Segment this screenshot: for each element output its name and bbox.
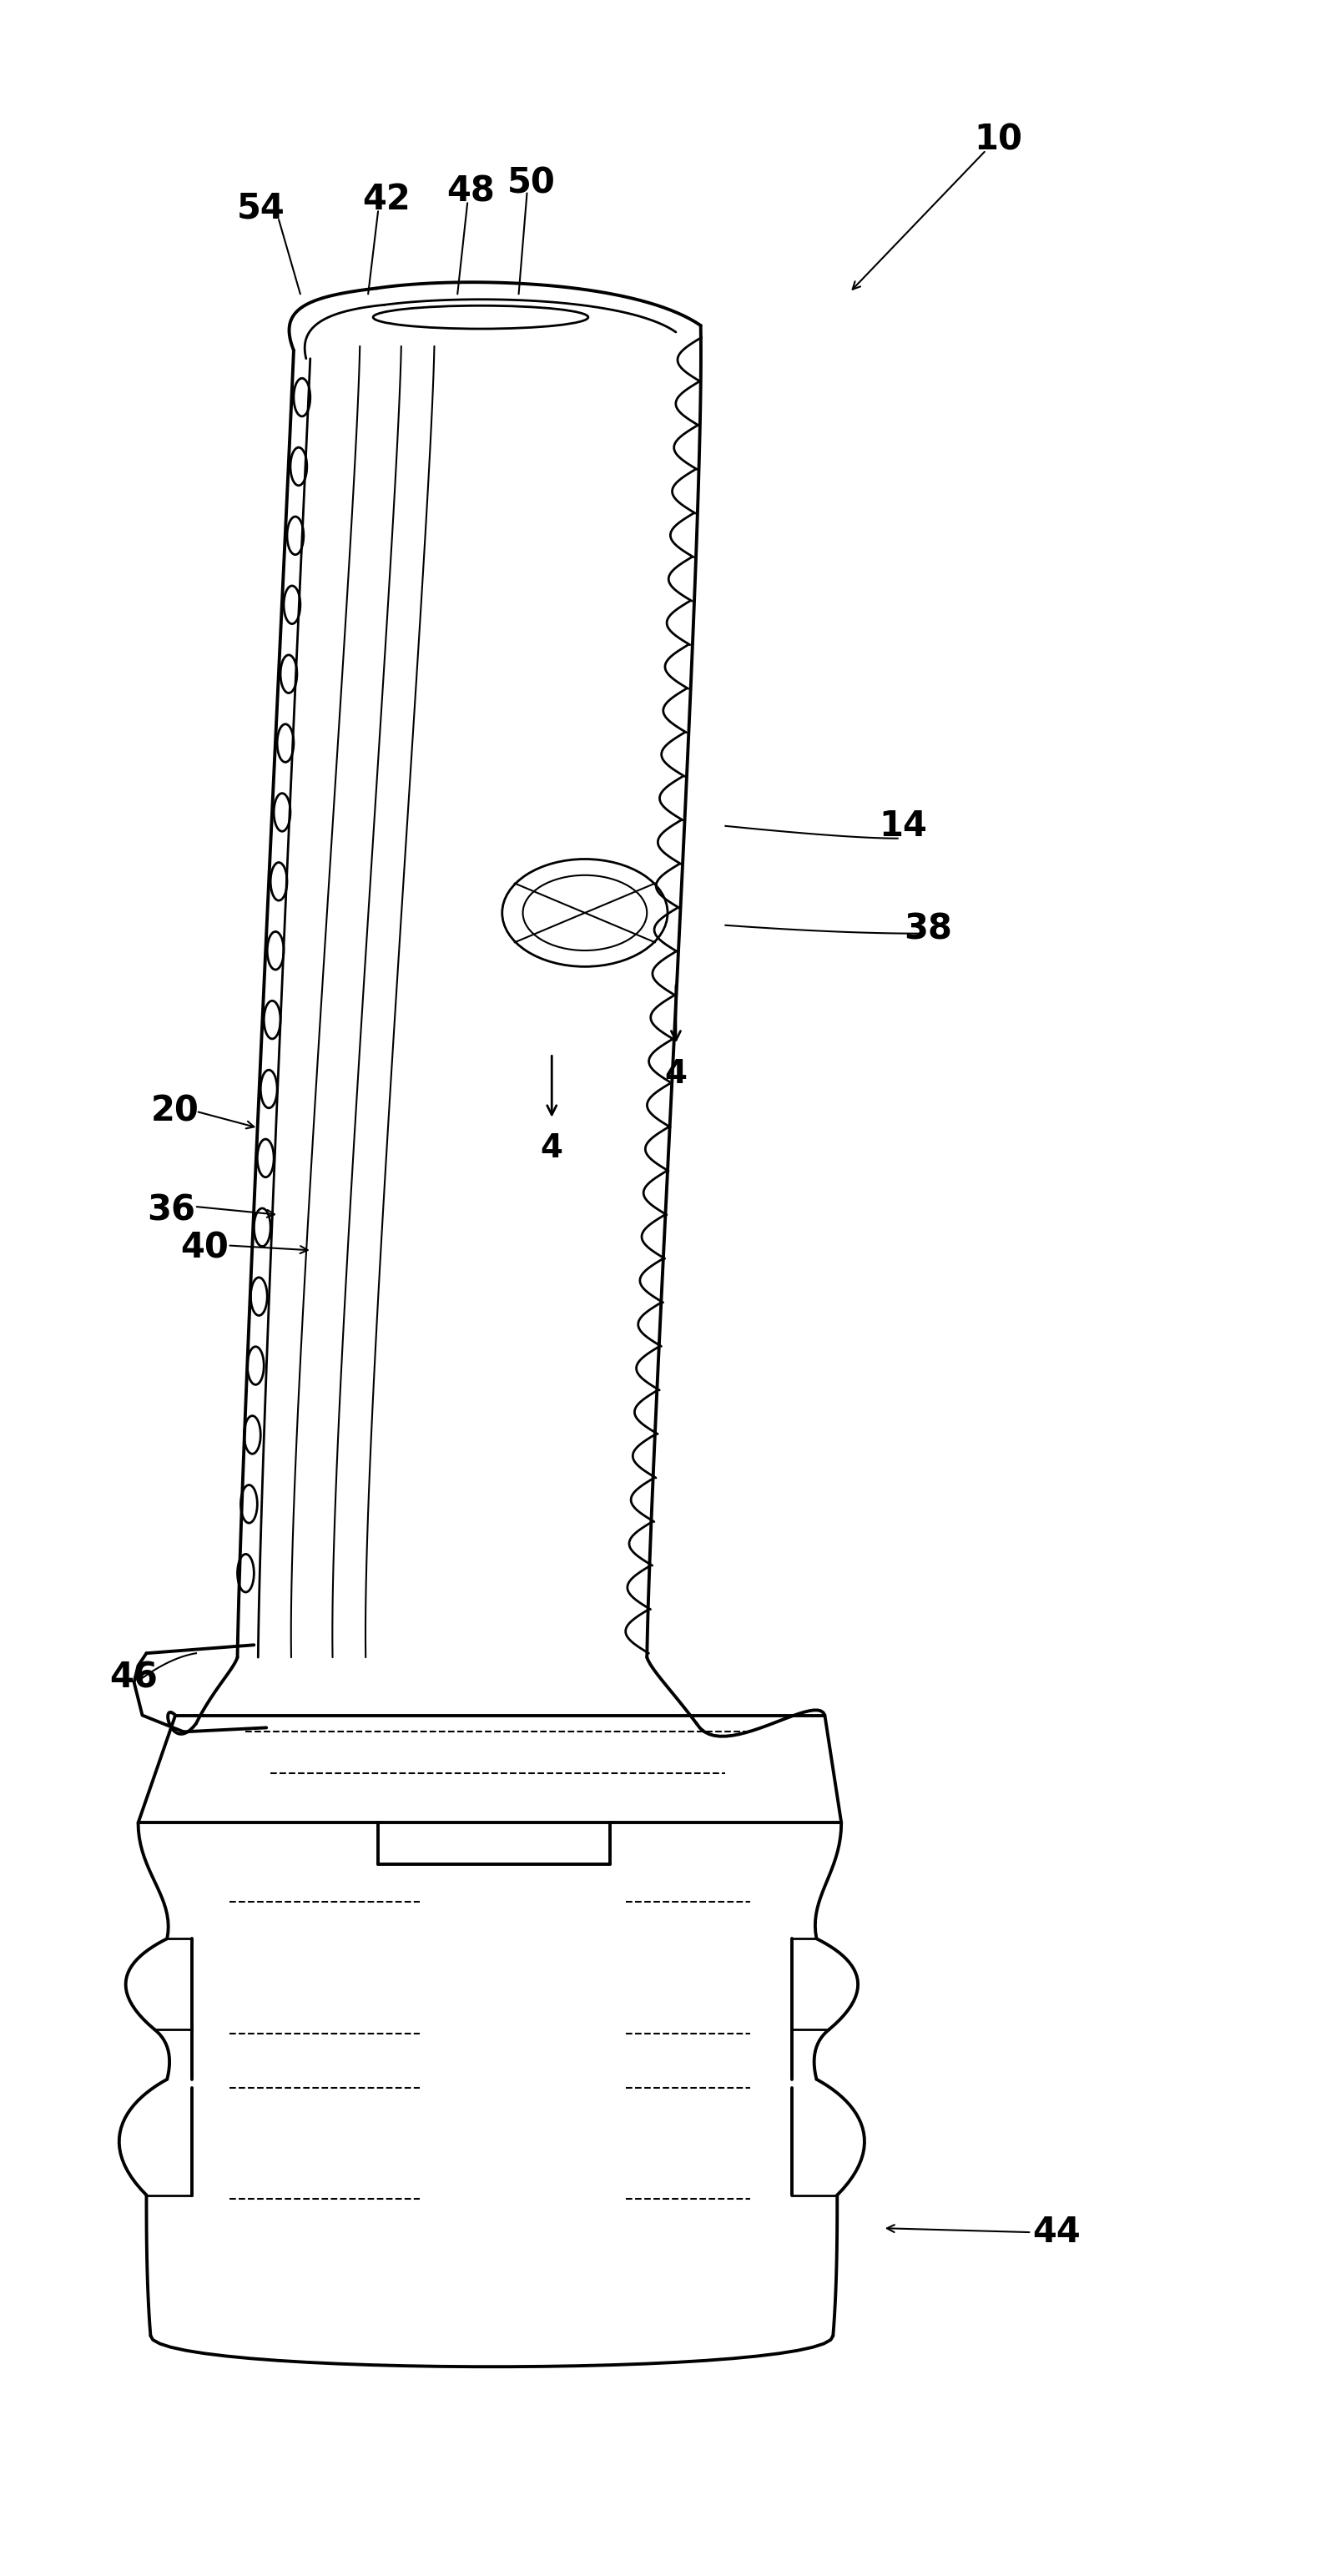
Text: 54: 54 [236, 191, 284, 227]
Text: 46: 46 [110, 1662, 158, 1695]
Text: 4: 4 [540, 1133, 563, 1164]
Text: 42: 42 [362, 183, 410, 216]
Text: 48: 48 [447, 175, 495, 209]
Text: 50: 50 [507, 165, 555, 201]
Text: 38: 38 [904, 912, 952, 948]
Text: 10: 10 [975, 121, 1023, 157]
Text: 40: 40 [180, 1231, 228, 1265]
Text: 14: 14 [880, 809, 928, 842]
Text: 4: 4 [665, 1059, 687, 1090]
Text: 36: 36 [148, 1193, 196, 1229]
Text: 44: 44 [1033, 2215, 1081, 2249]
Text: 20: 20 [152, 1095, 200, 1128]
